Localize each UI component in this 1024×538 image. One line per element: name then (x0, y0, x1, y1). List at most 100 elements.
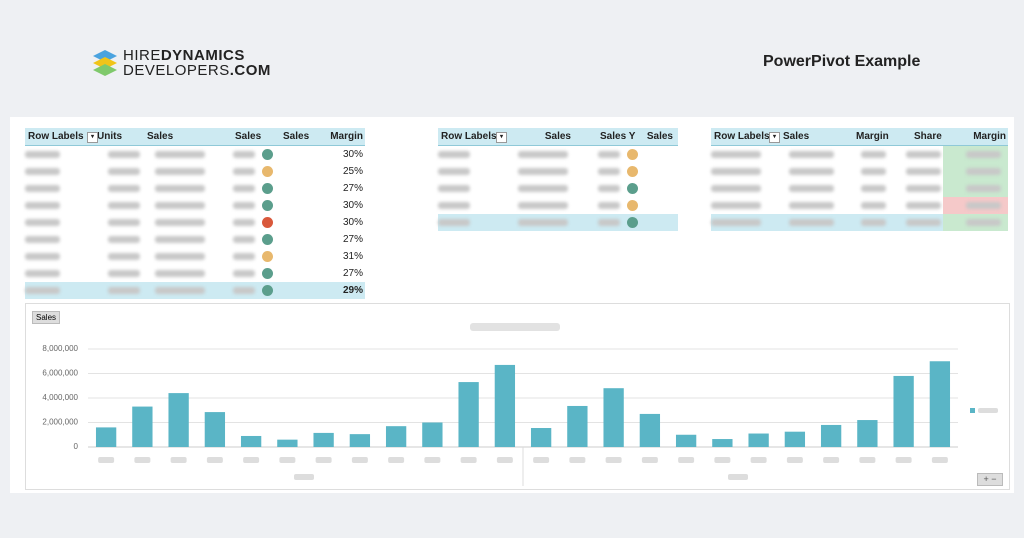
bar (204, 412, 226, 447)
column-header: Sales Y (600, 131, 636, 142)
blurred-cell (598, 219, 620, 226)
margin-value: 27% (342, 183, 363, 194)
blurred-tick-label (460, 457, 477, 463)
field-button[interactable]: Sales (32, 311, 61, 324)
column-header: Sales (646, 131, 673, 142)
bar (893, 375, 914, 447)
status-indicator (262, 285, 273, 296)
column-header: Sales (783, 131, 810, 142)
status-indicator (627, 200, 638, 211)
table-header: Row Labels Units Sales Sales Sales Margin ▾ (25, 128, 365, 146)
margin-value: 30% (342, 217, 363, 228)
bar (458, 382, 479, 447)
blurred-cell (25, 168, 60, 175)
zoom-buttons[interactable]: + − (977, 473, 1003, 486)
blurred-cell (438, 219, 470, 226)
status-indicator (262, 183, 273, 194)
blurred-cell (518, 151, 568, 158)
blurred-cell (966, 219, 1001, 226)
blurred-cell (438, 151, 470, 158)
blurred-cell (108, 202, 140, 209)
column-header: Margin (973, 131, 1006, 142)
table-row (711, 180, 1008, 197)
blurred-cell (108, 236, 140, 243)
blurred-cell (711, 151, 761, 158)
blurred-cell (906, 151, 941, 158)
blurred-tick-label (206, 457, 223, 463)
blurred-cell (598, 168, 620, 175)
column-header: Sales (544, 131, 571, 142)
blurred-tick-label (424, 457, 441, 463)
blurred-cell (438, 185, 470, 192)
table-row (711, 163, 1008, 180)
status-indicator (627, 217, 638, 228)
filter-button[interactable]: ▾ (87, 132, 98, 143)
blurred-cell (789, 219, 834, 226)
status-indicator (627, 149, 638, 160)
blurred-cell (906, 219, 941, 226)
blurred-cell (966, 168, 1001, 175)
blurred-tick-label (605, 457, 622, 463)
y-tick-label: 2,000,000 (42, 418, 78, 427)
blurred-cell (438, 202, 470, 209)
blurred-tick-label (786, 457, 803, 463)
blurred-cell (155, 253, 205, 260)
blurred-cell (108, 270, 140, 277)
column-header: Margin (330, 131, 363, 142)
bar (567, 405, 588, 447)
status-indicator (262, 217, 273, 228)
blurred-cell (155, 219, 205, 226)
blurred-cell (108, 168, 140, 175)
blurred-cell (155, 236, 205, 243)
blurred-tick-label (351, 457, 368, 463)
bar (639, 413, 661, 447)
bar (712, 439, 733, 447)
table-header: Row Labels Sales Margin Share Margin ▾ (711, 128, 1008, 146)
blurred-tick-label (134, 457, 151, 463)
page-title: PowerPivot Example (763, 53, 921, 70)
blurred-cell (25, 253, 60, 260)
blurred-tick-label (859, 457, 876, 463)
blurred-cell (155, 270, 205, 277)
blurred-cell (25, 270, 60, 277)
table-row (438, 163, 678, 180)
blurred-cell (518, 168, 568, 175)
status-indicator (262, 251, 273, 262)
blurred-tick-label (315, 457, 332, 463)
blurred-cell (966, 151, 1001, 158)
bar (494, 364, 516, 447)
margin-value: 30% (342, 200, 363, 211)
blurred-cell (789, 185, 834, 192)
blurred-chart-title (470, 323, 560, 331)
blurred-cell (233, 253, 255, 260)
column-header: Row Labels (28, 131, 84, 142)
blurred-tick-label (243, 457, 260, 463)
status-indicator (627, 183, 638, 194)
blurred-cell (25, 236, 60, 243)
table-row: 31% (25, 248, 365, 265)
table-row (438, 180, 678, 197)
blurred-cell (966, 185, 1001, 192)
blurred-tick-label (170, 457, 187, 463)
blurred-cell (233, 168, 255, 175)
blurred-cell (108, 219, 140, 226)
blurred-cell (233, 236, 255, 243)
blurred-cell (598, 151, 620, 158)
status-indicator (262, 200, 273, 211)
blurred-cell (233, 185, 255, 192)
blurred-tick-label (533, 457, 550, 463)
column-header: Units (97, 131, 122, 142)
blurred-tick-label (496, 457, 513, 463)
blurred-tick-label (678, 457, 695, 463)
y-tick-label: 4,000,000 (42, 393, 78, 402)
blurred-group-label (728, 474, 748, 480)
blurred-tick-label (823, 457, 840, 463)
margin-value: 27% (342, 234, 363, 245)
blurred-cell (906, 185, 941, 192)
filter-button[interactable]: ▾ (769, 132, 780, 143)
blurred-cell (906, 202, 941, 209)
blurred-cell (108, 151, 140, 158)
filter-button[interactable]: ▾ (496, 132, 507, 143)
blurred-tick-label (714, 457, 731, 463)
